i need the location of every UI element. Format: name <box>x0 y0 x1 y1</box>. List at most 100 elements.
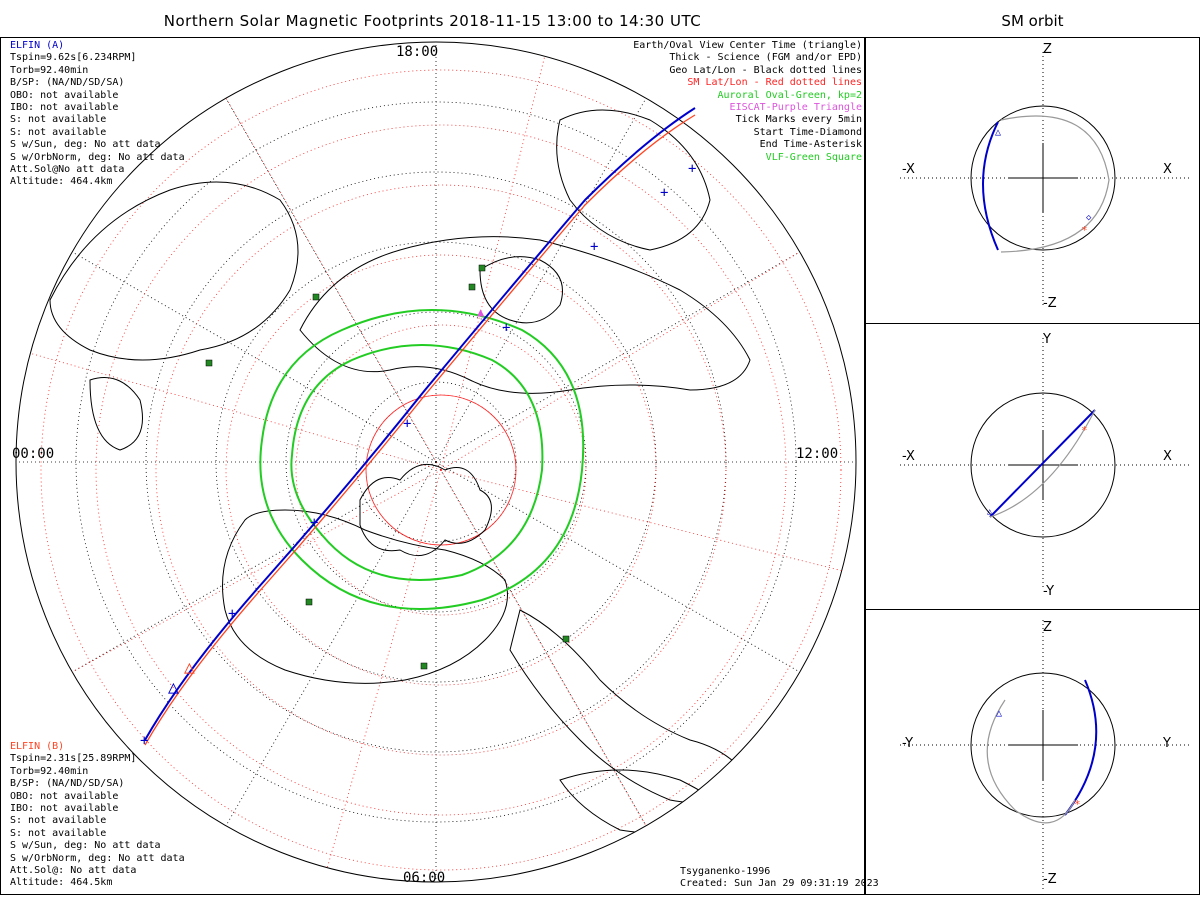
elfin-b-detail-line: S w/Sun, deg: No att data <box>10 840 161 852</box>
ground-stations: ▲ <box>205 264 570 670</box>
orbit-panel-title: SM orbit <box>1001 12 1064 30</box>
orbit-panel-xy-frame <box>865 323 1200 610</box>
geo-latitude-circle <box>145 171 727 753</box>
footprint-map-frame <box>0 37 865 895</box>
elfin-b-detail-line: S: not available <box>10 815 107 827</box>
elfin-a-detail-line: Tspin=9.62s[6.234RPM] <box>10 52 137 64</box>
sm-latitude-circle <box>225 254 657 686</box>
legend-item: Thick - Science (FGM and/or EPD) <box>669 52 862 64</box>
arctic-islands-outline <box>359 463 492 557</box>
panel1-label-left: -X <box>902 162 915 177</box>
elfin-b-detail-line: IBO: not available <box>10 803 119 815</box>
geo-longitude-line <box>72 461 437 673</box>
elfin-a-detail-line: S: not available <box>10 114 107 126</box>
geo-longitude-line <box>435 251 800 463</box>
south-america-outline <box>509 609 751 803</box>
vlf-station-square <box>205 359 213 367</box>
map-legend: Earth/Oval View Center Time (triangle) Th… <box>633 40 862 164</box>
sm-longitude-line <box>72 469 442 673</box>
elfin-a-detail-line: IBO: not available <box>10 102 119 114</box>
vlf-station-square <box>305 598 313 606</box>
panel1-label-right: X <box>1163 162 1172 177</box>
sm-longitude-line <box>326 469 442 868</box>
asia-outline <box>49 181 299 361</box>
vlf-station-square <box>478 264 486 272</box>
mlt-label-left: 00:00 <box>12 446 55 462</box>
auroral-oval-inner <box>290 344 544 581</box>
elfin-a-tick-mark: + <box>140 733 148 749</box>
panel3-label-up: Z <box>1043 620 1052 635</box>
legend-item: Auroral Oval-Green, kp=2 <box>717 89 863 101</box>
legend-item: End Time-Asterisk <box>759 139 862 151</box>
model-label: Tsyganenko-1996 <box>680 866 771 877</box>
elfin-a-tick-mark: + <box>688 161 696 177</box>
elfin-b-detail-line: S w/OrbNorm, deg: No att data <box>10 852 185 864</box>
geo-longitude-line <box>435 461 800 673</box>
legend-item: SM Lat/Lon - Red dotted lines <box>687 77 862 89</box>
sm-latitude-circle <box>155 184 727 756</box>
legend-item: Geo Lat/Lon - Black dotted lines <box>669 64 862 76</box>
elfin-b-detail-line: Torb=92.40min <box>10 765 89 777</box>
geo-longitude-line <box>72 251 437 463</box>
panel3-label-right: Y <box>1163 736 1171 751</box>
elfin-a-tick-mark: + <box>660 185 668 201</box>
legend-item: EISCAT-Purple Triangle <box>729 102 862 114</box>
sm-longitude-line <box>440 469 842 572</box>
sm-latitude-circle <box>40 69 842 871</box>
legend-item: VLF-Green Square <box>765 151 862 163</box>
elfin-b-track <box>144 114 696 746</box>
geo-longitude-line <box>435 98 647 463</box>
elfin-a-detail-line: S: not available <box>10 126 107 138</box>
elfin-a-detail-line: Att.Sol@No att data <box>10 164 125 176</box>
auroral-oval-outer <box>259 309 585 610</box>
legend-item: Earth/Oval View Center Time (triangle) <box>633 40 862 51</box>
elfin-b-name: ELFIN (B) <box>10 741 65 752</box>
elfin-b-view-triangle: △ <box>184 657 195 678</box>
polar-footprint-map: + + + + + + + + △△ ▲ <box>15 41 857 883</box>
mlt-label-right: 12:00 <box>796 446 839 462</box>
scandinavia-outline <box>479 256 563 324</box>
elfin-b-detail-line: Att.Sol@: No att data <box>10 865 137 877</box>
eiscat-triangle: ▲ <box>477 305 485 319</box>
vlf-station-square <box>468 283 476 291</box>
elfin-b-info: ELFIN (B) Tspin=2.31s[25.89RPM] Torb=92.4… <box>10 741 185 890</box>
elfin-a-info: ELFIN (A) Tspin=9.62s[6.234RPM] Torb=92.4… <box>10 40 185 189</box>
panel2-label-up: Y <box>1043 332 1051 347</box>
elfin-a-detail-line: B/SP: (NA/ND/SD/SA) <box>10 77 125 89</box>
africa-outline <box>556 109 711 251</box>
geo-latitude-circle <box>285 311 587 613</box>
sm-latitude-circle <box>95 124 787 816</box>
elfin-a-tick-mark: + <box>403 416 411 432</box>
elfin-a-detail-line: S w/OrbNorm, deg: No att data <box>10 151 185 163</box>
elfin-a-detail-line: Torb=92.40min <box>10 64 89 76</box>
satellite-tracks: + + + + + + + + △△ <box>140 107 696 749</box>
elfin-b-detail-line: B/SP: (NA/ND/SD/SA) <box>10 778 125 790</box>
north-america-outline <box>222 509 508 684</box>
mlt-label-bottom: 06:00 <box>403 870 446 886</box>
elfin-b-detail-line: S: not available <box>10 827 107 839</box>
orbit-panel-yz-frame <box>865 609 1200 895</box>
panel3-label-down: -Z <box>1043 872 1057 887</box>
map-boundary-circle <box>15 41 857 883</box>
elfin-a-view-triangle: △ <box>168 677 179 698</box>
elfin-b-detail-line: Altitude: 464.5km <box>10 877 113 889</box>
japan-islands-outline <box>89 377 143 451</box>
panel1-label-down: -Z <box>1043 296 1057 311</box>
orbit-panel-xz-frame <box>865 37 1200 324</box>
elfin-a-details: Tspin=9.62s[6.234RPM] Torb=92.40min B/SP: … <box>10 52 185 188</box>
panel2-label-left: -X <box>902 449 915 464</box>
legend-item: Tick Marks every 5min <box>735 114 862 126</box>
elfin-a-tick-mark: + <box>502 320 510 336</box>
elfin-a-track <box>144 107 696 741</box>
elfin-b-details: Tspin=2.31s[25.89RPM] Torb=92.40min B/SP: … <box>10 753 185 889</box>
created-timestamp: Created: Sun Jan 29 09:31:19 2023 <box>680 878 879 889</box>
sm-latitude-circle <box>295 324 587 616</box>
legend-item: Start Time-Diamond <box>753 126 862 138</box>
auroral-ovals <box>259 309 585 610</box>
page-title: Northern Solar Magnetic Footprints 2018-… <box>163 12 702 30</box>
elfin-a-tick-mark: + <box>228 606 236 622</box>
elfin-b-detail-line: Tspin=2.31s[25.89RPM] <box>10 753 137 765</box>
sm-lat-lon-grid <box>30 56 842 871</box>
elfin-b-detail-line: OBO: not available <box>10 790 119 802</box>
elfin-a-tick-mark: + <box>590 239 598 255</box>
